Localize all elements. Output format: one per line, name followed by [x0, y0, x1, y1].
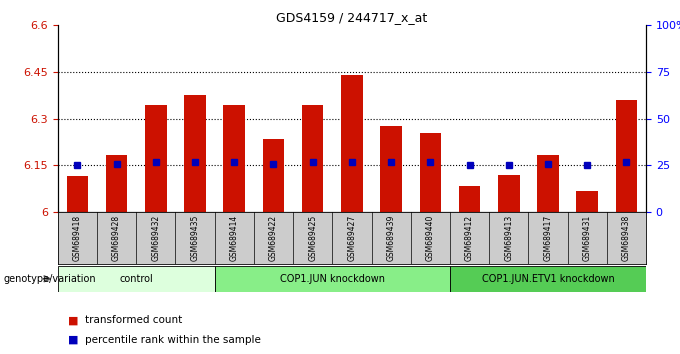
Bar — [58, 266, 215, 292]
Text: transformed count: transformed count — [85, 315, 182, 325]
Bar — [106, 155, 127, 212]
Text: GSM689431: GSM689431 — [583, 215, 592, 261]
Bar — [450, 266, 646, 292]
Text: GSM689428: GSM689428 — [112, 215, 121, 261]
Text: GSM689414: GSM689414 — [230, 215, 239, 261]
Bar — [577, 190, 598, 212]
Text: ■: ■ — [68, 315, 78, 325]
Text: GSM689413: GSM689413 — [505, 215, 513, 261]
Bar — [380, 126, 402, 212]
Bar — [67, 176, 88, 212]
Text: GSM689435: GSM689435 — [190, 215, 199, 261]
Text: percentile rank within the sample: percentile rank within the sample — [85, 335, 261, 345]
Text: GSM689422: GSM689422 — [269, 215, 278, 261]
Bar — [262, 139, 284, 212]
Text: genotype/variation: genotype/variation — [3, 274, 96, 284]
Text: GSM689417: GSM689417 — [543, 215, 552, 261]
Bar — [184, 95, 206, 212]
Text: GSM689432: GSM689432 — [152, 215, 160, 261]
Bar — [215, 266, 450, 292]
Title: GDS4159 / 244717_x_at: GDS4159 / 244717_x_at — [276, 11, 428, 24]
Bar — [498, 175, 520, 212]
Bar — [615, 100, 637, 212]
Text: GSM689439: GSM689439 — [387, 215, 396, 261]
Text: GSM689438: GSM689438 — [622, 215, 631, 261]
Bar — [420, 133, 441, 212]
Text: GSM689440: GSM689440 — [426, 215, 435, 261]
Text: ■: ■ — [68, 335, 78, 345]
Bar — [302, 104, 324, 212]
Bar — [224, 104, 245, 212]
Text: GSM689418: GSM689418 — [73, 215, 82, 261]
Text: GSM689412: GSM689412 — [465, 215, 474, 261]
Text: COP1.JUN knockdown: COP1.JUN knockdown — [279, 274, 385, 284]
Bar — [537, 155, 559, 212]
Bar — [459, 186, 480, 212]
Bar — [341, 75, 362, 212]
Text: GSM689427: GSM689427 — [347, 215, 356, 261]
Text: control: control — [120, 274, 153, 284]
Bar — [145, 104, 167, 212]
Text: GSM689425: GSM689425 — [308, 215, 317, 261]
Text: COP1.JUN.ETV1 knockdown: COP1.JUN.ETV1 knockdown — [481, 274, 614, 284]
